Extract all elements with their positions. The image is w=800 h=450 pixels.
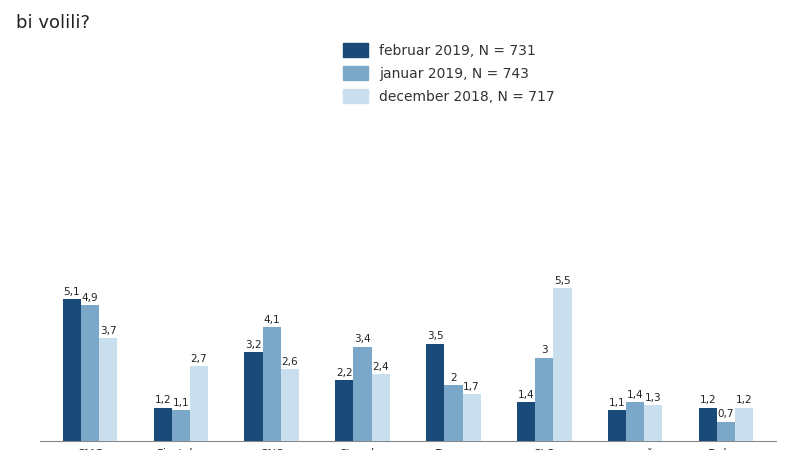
Text: 1,1: 1,1	[609, 398, 626, 408]
Text: 1,4: 1,4	[627, 390, 643, 400]
Text: 1,2: 1,2	[699, 396, 716, 405]
Text: 3,5: 3,5	[427, 332, 443, 342]
Text: 2,7: 2,7	[190, 354, 207, 364]
Text: 1,2: 1,2	[736, 396, 753, 405]
Text: 1,3: 1,3	[645, 393, 662, 403]
Bar	[372, 374, 390, 441]
Bar	[172, 410, 190, 441]
Bar	[262, 327, 281, 441]
Text: 2,6: 2,6	[282, 356, 298, 366]
Bar	[335, 380, 354, 441]
Text: 2: 2	[450, 373, 457, 383]
Bar	[354, 346, 372, 441]
Bar	[717, 422, 735, 441]
Text: 3,7: 3,7	[100, 326, 117, 336]
Bar	[99, 338, 118, 441]
Bar	[554, 288, 571, 441]
Bar	[462, 394, 481, 441]
Bar	[735, 408, 754, 441]
Bar	[644, 405, 662, 441]
Text: 1,4: 1,4	[518, 390, 534, 400]
Bar	[444, 385, 462, 441]
Text: bi volili?: bi volili?	[16, 14, 90, 32]
Bar	[190, 366, 208, 441]
Text: 1,1: 1,1	[173, 398, 189, 408]
Bar	[154, 408, 172, 441]
Text: 3,2: 3,2	[246, 340, 262, 350]
Bar	[281, 369, 299, 441]
Text: 3: 3	[541, 346, 548, 356]
Bar	[245, 352, 262, 441]
Text: 1,2: 1,2	[154, 396, 171, 405]
Bar	[535, 358, 554, 441]
Text: 4,9: 4,9	[82, 292, 98, 302]
Bar	[608, 410, 626, 441]
Text: 0,7: 0,7	[718, 410, 734, 419]
Text: 3,4: 3,4	[354, 334, 371, 344]
Text: 1,7: 1,7	[463, 382, 480, 392]
Text: 5,5: 5,5	[554, 276, 570, 286]
Bar	[81, 305, 99, 441]
Bar	[426, 344, 444, 441]
Text: 4,1: 4,1	[263, 315, 280, 325]
Text: 2,2: 2,2	[336, 368, 353, 378]
Bar	[626, 402, 644, 441]
Bar	[698, 408, 717, 441]
Text: 2,4: 2,4	[373, 362, 389, 372]
Bar	[62, 299, 81, 441]
Text: 5,1: 5,1	[63, 287, 80, 297]
Bar	[517, 402, 535, 441]
Legend: februar 2019, N = 731, januar 2019, N = 743, december 2018, N = 717: februar 2019, N = 731, januar 2019, N = …	[343, 43, 554, 104]
